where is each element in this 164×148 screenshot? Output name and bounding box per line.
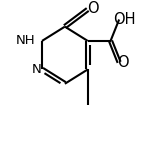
Text: O: O [117, 55, 129, 70]
Text: OH: OH [113, 12, 136, 27]
Text: O: O [88, 1, 99, 16]
Text: N: N [31, 63, 41, 76]
Text: NH: NH [16, 34, 36, 47]
